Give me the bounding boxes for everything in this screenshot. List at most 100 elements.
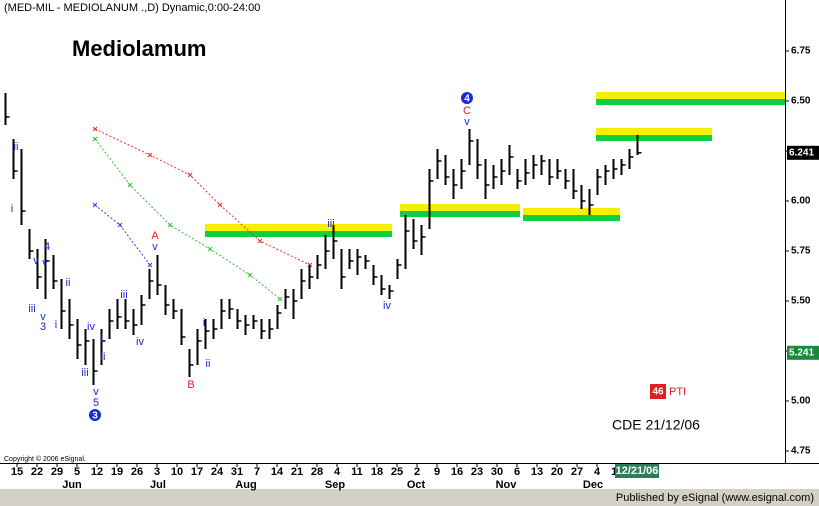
wave-label: iii xyxy=(81,367,88,379)
x-tick-label: 20 xyxy=(551,466,563,478)
header: (MED-MIL - MEDIOLANUM .,D) Dynamic,0:00-… xyxy=(4,2,260,14)
x-tick-label: 24 xyxy=(211,466,224,478)
x-tick-label: 9 xyxy=(434,466,440,478)
zone-upper xyxy=(400,204,520,211)
wave-label: 3 xyxy=(92,411,98,422)
moving-average xyxy=(94,138,281,300)
ma-marker xyxy=(117,222,123,228)
zone-upper xyxy=(596,92,785,99)
x-tick-label: 23 xyxy=(471,466,483,478)
price-box-label: 6.241 xyxy=(789,147,814,158)
wave-label: ii xyxy=(14,141,19,153)
y-tick-label: 5.50 xyxy=(791,296,811,307)
month-label: Jun xyxy=(62,479,82,491)
wave-label: ii xyxy=(66,277,71,289)
x-tick-label: 16 xyxy=(451,466,463,478)
month-label: Jul xyxy=(150,479,166,491)
ma-marker xyxy=(207,246,213,252)
ma-marker xyxy=(167,222,173,228)
x-tick-label: 21 xyxy=(291,466,303,478)
footer: Published by eSignal (www.esignal.com) xyxy=(616,492,814,504)
pti-value: 46 xyxy=(652,387,664,398)
current-date-box xyxy=(615,464,659,478)
wave-label: 4 xyxy=(44,241,50,253)
wave-label: ii xyxy=(206,358,211,370)
wave-label: 3 xyxy=(40,321,46,333)
x-tick-label: 4 xyxy=(334,466,341,478)
wave-label: v xyxy=(464,116,470,128)
current-date-label: 12/21/06 xyxy=(616,465,659,477)
wave-label: v xyxy=(40,311,46,323)
x-tick-label: 14 xyxy=(271,466,284,478)
zone-lower xyxy=(523,215,620,221)
month-label: Oct xyxy=(407,479,426,491)
wave-label: A xyxy=(151,230,159,242)
x-tick-label: 18 xyxy=(371,466,383,478)
wave-circle xyxy=(461,92,473,104)
x-tick-label: 13 xyxy=(531,466,543,478)
month-label: Sep xyxy=(325,479,345,491)
wave-label: i xyxy=(203,317,205,329)
y-tick-label: 6.75 xyxy=(791,46,811,57)
x-tick-label: 7 xyxy=(254,466,260,478)
y-tick-label: 4.75 xyxy=(791,446,811,457)
x-tick-label: 28 xyxy=(311,466,323,478)
zone-lower xyxy=(596,99,785,105)
zone-upper xyxy=(205,224,392,231)
zone-upper xyxy=(523,208,620,215)
zone-upper xyxy=(596,128,712,135)
footer-bar xyxy=(0,489,819,506)
y-tick-label: 5.75 xyxy=(791,246,811,257)
x-tick-label: 30 xyxy=(491,466,503,478)
zone-lower xyxy=(205,231,392,237)
ma-marker xyxy=(277,296,283,302)
price-box-label: 5.241 xyxy=(789,347,814,358)
ma-marker xyxy=(92,126,98,132)
month-label: Aug xyxy=(235,479,256,491)
wave-label: v xyxy=(33,255,39,267)
wave-label: v xyxy=(152,241,158,253)
wave-label: ii xyxy=(101,351,106,363)
x-tick-label: 12 xyxy=(91,466,103,478)
wave-label: iv xyxy=(87,321,95,333)
x-tick-label: 31 xyxy=(231,466,243,478)
x-tick-label: 10 xyxy=(171,466,183,478)
chart-title: Mediolamum xyxy=(72,36,206,61)
x-tick-label: 26 xyxy=(131,466,143,478)
x-tick-label: 3 xyxy=(154,466,160,478)
wave-label: iii xyxy=(120,289,127,301)
month-label: Dec xyxy=(583,479,603,491)
price-box xyxy=(787,345,819,360)
wave-label: 4 xyxy=(464,94,470,105)
x-tick-label: 25 xyxy=(391,466,403,478)
ma-marker xyxy=(127,182,133,188)
wave-label: iv xyxy=(383,300,391,312)
wave-label: C xyxy=(463,105,471,117)
ma-marker xyxy=(187,172,193,178)
ma-marker xyxy=(92,136,98,142)
x-tick-label: 22 xyxy=(31,466,43,478)
ma-marker xyxy=(257,238,263,244)
note: CDE 21/12/06 xyxy=(612,417,700,433)
x-tick-label: 2 xyxy=(414,466,420,478)
x-tick-label: 17 xyxy=(191,466,203,478)
x-tick-label: 6 xyxy=(514,466,520,478)
wave-label: B xyxy=(187,379,194,391)
y-tick-label: 6.50 xyxy=(791,96,811,107)
zone-lower xyxy=(596,135,712,141)
ma-marker xyxy=(92,202,98,208)
wave-label: i xyxy=(101,333,103,345)
x-tick-label: 4 xyxy=(594,466,601,478)
x-tick-label: 27 xyxy=(571,466,583,478)
month-label: Nov xyxy=(496,479,518,491)
ma-marker xyxy=(247,272,253,278)
y-tick-label: 6.00 xyxy=(791,196,811,207)
ma-marker xyxy=(147,262,153,268)
wave-label: v xyxy=(42,257,48,269)
copyright: Copyright © 2006 eSignal. xyxy=(4,455,86,463)
x-tick-label: 11 xyxy=(351,466,363,478)
zone-lower xyxy=(400,211,520,217)
wave-label: iii xyxy=(327,218,334,230)
ma-marker xyxy=(147,152,153,158)
